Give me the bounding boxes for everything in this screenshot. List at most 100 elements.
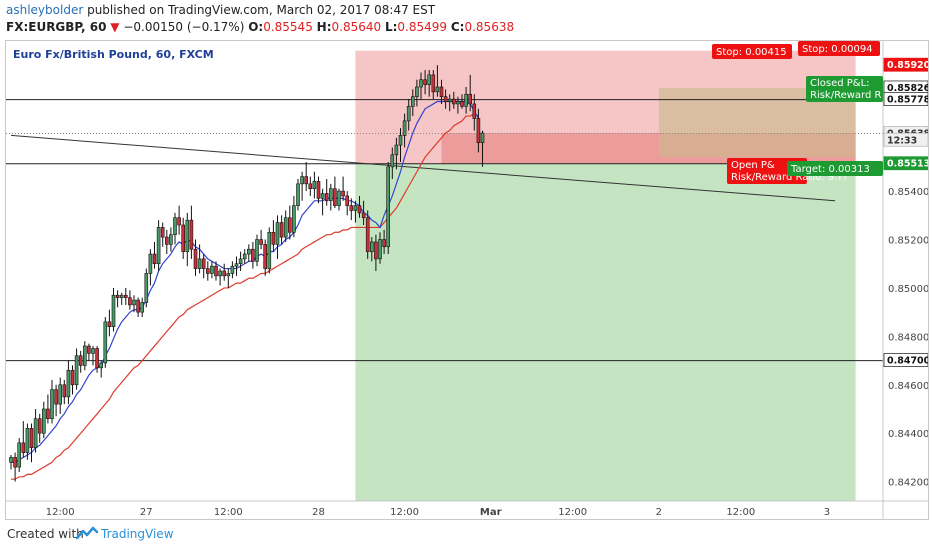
price-tag: 0.85513 [887,159,928,170]
candle [70,365,75,395]
price-tag-bg [883,132,928,147]
candle-body [206,268,210,274]
candle-body [132,299,136,306]
candle [361,200,366,225]
candle [279,215,284,245]
candle-body [410,96,415,107]
candle-body [218,270,222,277]
chart-frame[interactable]: 0.85400 0.85200 0.85000 0.84800 0.84600 0.844… [5,40,929,520]
candle [365,210,370,259]
candle-body [398,135,403,146]
candle [451,91,456,109]
change-value: −0.00150 (−0.17%) [123,20,245,34]
price-tag: 12:33 [887,135,917,146]
candle-body [70,369,75,386]
y-tick-label: 0.84400 [888,429,928,440]
candle [185,212,190,267]
x-tick-label: 12:00 [726,507,755,518]
candle-body [99,362,103,369]
target-label: Target: 0.00313 [790,164,870,175]
candle [259,229,263,250]
candle-body [140,302,144,313]
x-tick-label: 12:00 [46,507,75,518]
candle [341,176,345,201]
candle [29,423,34,463]
candle-body [382,239,386,248]
candle [292,195,296,238]
candle-body [337,190,341,206]
candle-body [349,205,354,211]
trendline [10,134,836,202]
candle-body [242,253,247,260]
candle-body [328,188,333,202]
candle-body [361,212,366,219]
x-tick-label: 12:00 [558,507,587,518]
candle [25,423,30,460]
tradingview-logo-icon [76,526,98,540]
candle-body [374,241,378,260]
candle [316,176,321,204]
candle-body [304,176,309,185]
candle [74,348,79,390]
candle [386,162,391,255]
candle [247,244,251,262]
y-tick-label: 0.84200 [888,478,928,489]
candle [91,346,95,366]
candle-body [54,389,58,405]
candle-body [226,273,231,277]
candle [9,455,13,470]
candle [37,413,42,443]
candle [234,256,239,276]
candle-body [394,144,399,156]
candle-body [292,205,296,233]
candle-body [177,217,181,226]
high-label: H: [316,20,332,34]
candle-body [456,101,460,105]
candle-body [29,428,34,449]
candle-body [300,176,304,185]
candle [197,244,202,274]
candle [353,200,358,223]
candle [333,176,337,209]
x-tick-label: 12:00 [390,507,419,518]
candle-body [435,86,440,93]
candle [169,227,173,252]
candle [460,94,464,109]
author-name[interactable]: ashleybolder [6,3,84,17]
candle [369,237,374,262]
chart-title: Euro Fx/British Pound, 60, FXCM [13,48,214,61]
candle-body [406,106,411,122]
candle [189,205,194,259]
candle [78,350,83,373]
candle-body [431,74,436,93]
candle-body [427,74,432,85]
candle-body [378,239,382,260]
y-tick-label: 0.84600 [888,381,928,392]
candle [328,183,333,211]
candle-body [58,384,63,405]
candle [103,317,108,368]
candle [427,70,432,97]
candle [394,137,399,170]
candle-body [91,348,95,354]
candle-body [78,355,83,366]
price-chart[interactable]: 0.85400 0.85200 0.85000 0.84800 0.84600 0.844… [6,41,928,519]
candle [50,379,54,424]
candle-body [464,93,468,107]
candle-body [50,389,54,419]
tradingview-brand[interactable]: TradingView [101,527,174,541]
candle-body [345,195,350,206]
open-label: O: [248,20,264,34]
candle [447,94,452,112]
candle [390,147,395,179]
candle-body [267,231,272,269]
x-tick-label: 28 [312,507,325,518]
candle [13,452,17,482]
candle [201,254,206,279]
x-tick-label: Mar [480,507,502,518]
price-tag-bg [883,353,928,367]
candle-body [124,294,128,298]
candle [287,205,292,240]
candle [374,234,378,271]
risk-reward-open-label: Risk/Reward Ratio: 9.?? [731,172,848,183]
